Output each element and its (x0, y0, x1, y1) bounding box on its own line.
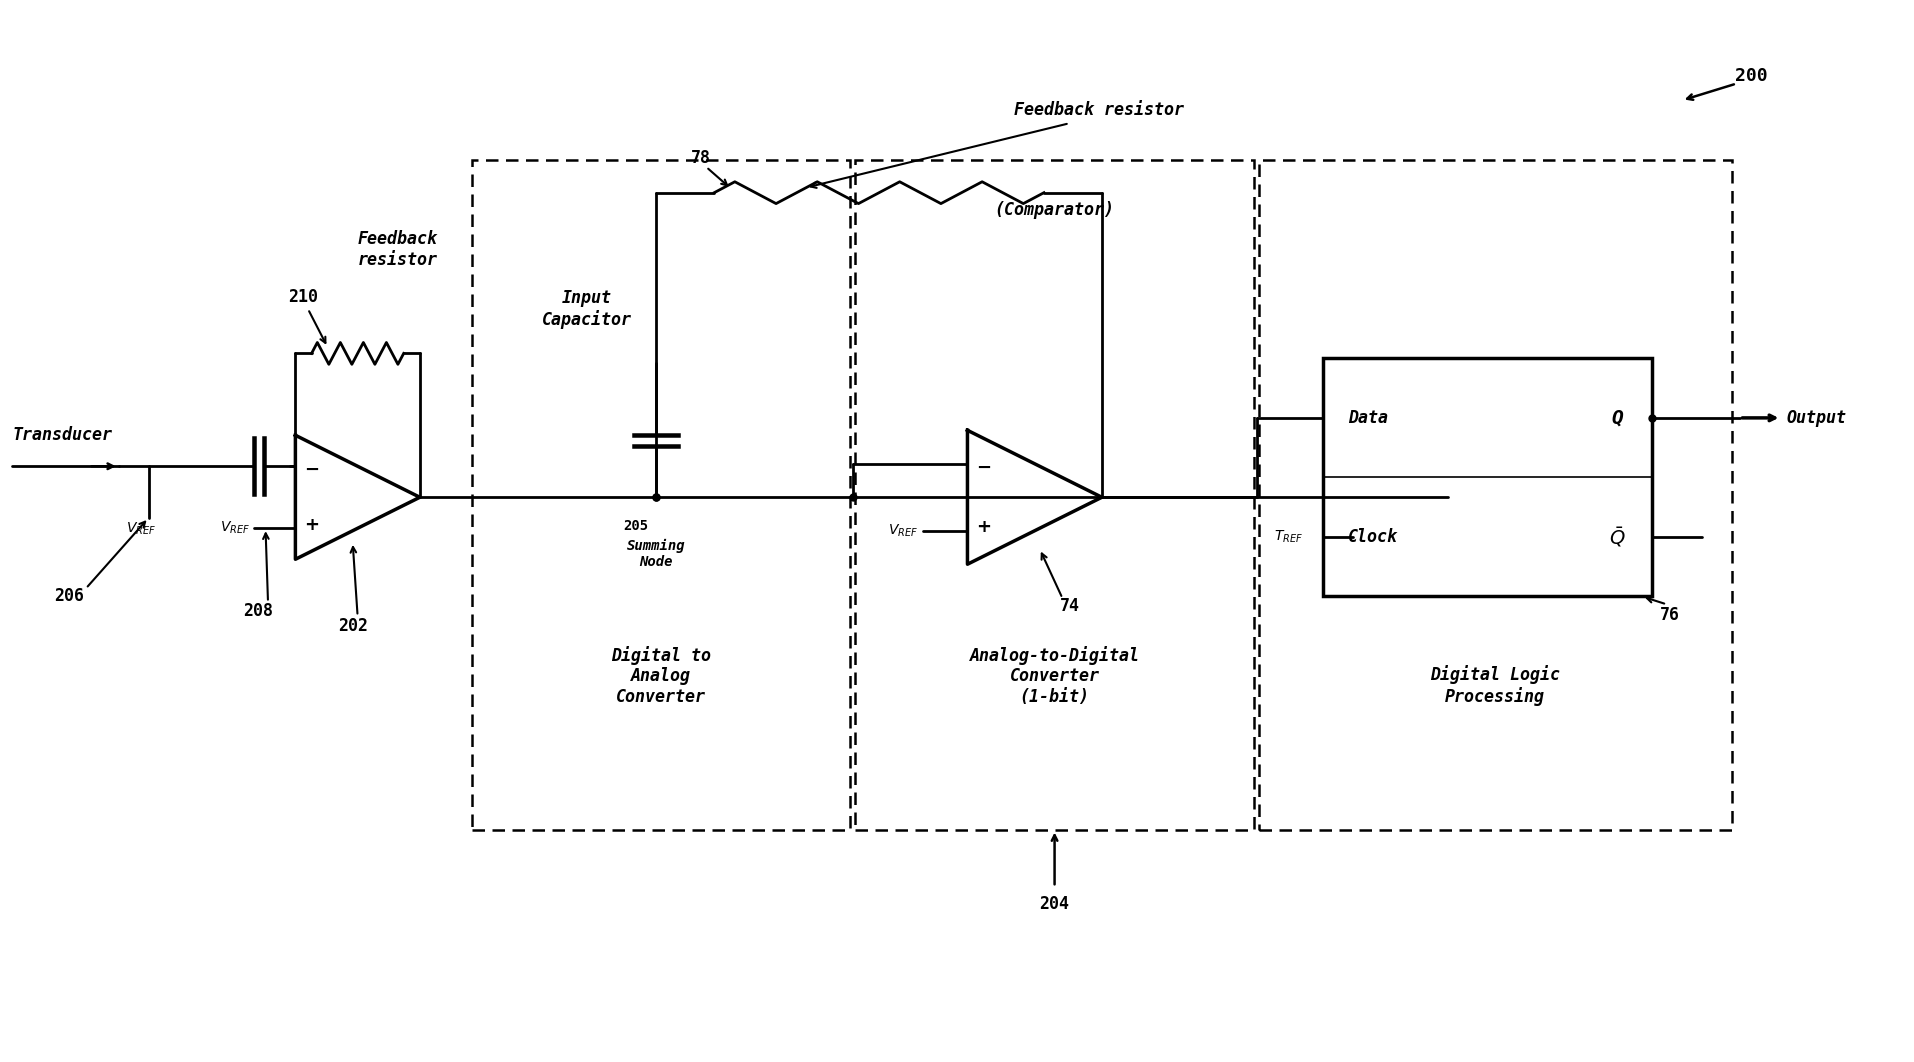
Text: 78: 78 (691, 149, 710, 167)
Text: Feedback resistor: Feedback resistor (1014, 101, 1183, 119)
Text: Input
Capacitor: Input Capacitor (542, 289, 632, 329)
Text: −: − (304, 461, 320, 479)
Text: $\bar{Q}$: $\bar{Q}$ (1608, 525, 1625, 549)
Text: $V_{REF}$: $V_{REF}$ (126, 520, 155, 537)
Text: −: − (976, 459, 990, 477)
Text: Summing
Node: Summing Node (626, 538, 685, 569)
Text: Transducer: Transducer (11, 427, 113, 444)
Text: Digital to
Analog
Converter: Digital to Analog Converter (611, 646, 710, 706)
Text: 204: 204 (1039, 895, 1070, 913)
Text: +: + (304, 515, 318, 533)
Text: 210: 210 (287, 288, 318, 306)
Text: 74: 74 (1058, 597, 1079, 615)
Text: 76: 76 (1659, 606, 1679, 624)
Text: $T_{REF}$: $T_{REF}$ (1273, 529, 1302, 545)
Text: 200: 200 (1734, 67, 1767, 85)
Text: (Comparator): (Comparator) (993, 201, 1114, 219)
Text: Clock: Clock (1347, 528, 1397, 546)
Text: Q: Q (1610, 409, 1623, 427)
Text: +: + (976, 518, 990, 535)
Text: Digital Logic
Processing: Digital Logic Processing (1430, 665, 1560, 706)
Text: $V_{REF}$: $V_{REF}$ (886, 523, 917, 538)
Text: Output: Output (1786, 409, 1845, 427)
Text: 208: 208 (243, 602, 274, 620)
Text: 205: 205 (622, 519, 649, 533)
Text: 206: 206 (54, 587, 84, 605)
Text: 202: 202 (337, 617, 367, 635)
Text: Feedback
resistor: Feedback resistor (358, 230, 436, 269)
Text: Data: Data (1347, 409, 1388, 427)
Text: $V_{REF}$: $V_{REF}$ (220, 520, 251, 536)
Text: Analog-to-Digital
Converter
(1-bit): Analog-to-Digital Converter (1-bit) (968, 646, 1139, 706)
